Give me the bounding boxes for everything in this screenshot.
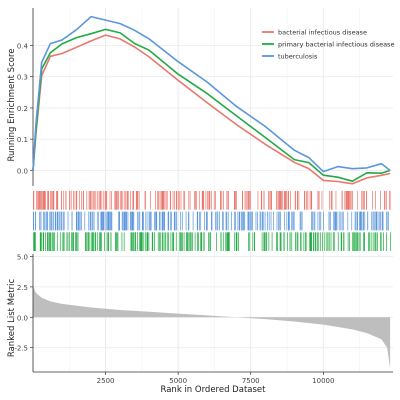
top-ylabel: Running Enrichment Score (7, 49, 17, 162)
legend-item: tuberculosis (262, 53, 318, 61)
legend-label: primary bacterial infectious disease (278, 41, 394, 49)
series-line-primary-bacterial-infectious-disease (32, 28, 391, 182)
bottom-ytick-label: 2.5 (17, 284, 28, 292)
hits-row-bacterial-infectious-disease (33, 191, 391, 210)
vertical-gridlines (68, 8, 360, 372)
hits-panel (33, 191, 391, 251)
top-panel: 0.4 0.3 0.2 0.1 0.0 (17, 8, 393, 186)
series-line-tuberculosis (32, 15, 391, 173)
top-ytick-label: 0.1 (17, 136, 28, 144)
top-ytick-label: 0.3 (17, 74, 28, 82)
x-tick-label: 2500 (97, 377, 115, 385)
x-tick-label: 10000 (312, 377, 334, 385)
hits-row-tuberculosis (33, 211, 389, 231)
x-tick-label: 7500 (242, 377, 260, 385)
bottom-ytick-label: 0.0 (17, 314, 28, 322)
legend-label: tuberculosis (278, 53, 318, 61)
legend-item: primary bacterial infectious disease (262, 41, 394, 49)
top-ytick-label: 0.4 (17, 42, 29, 50)
hits-row-primary-bacterial-infectious-disease (33, 232, 391, 251)
x-axis-label: Rank in Ordered Dataset (161, 385, 267, 395)
legend: bacterial infectious disease primary bact… (262, 29, 394, 61)
legend-label: bacterial infectious disease (278, 29, 367, 37)
top-ytick-label: 0.2 (17, 105, 28, 113)
ranked-metric-area (33, 285, 391, 369)
series-line-bacterial-infectious-disease (32, 34, 391, 185)
x-tick-label: 5000 (169, 377, 187, 385)
bottom-ylabel: Ranked List Metric (7, 279, 17, 358)
bottom-ytick-label: -2.5 (14, 345, 28, 353)
legend-item: bacterial infectious disease (262, 29, 367, 37)
bottom-ytick-label: 5.0 (17, 253, 28, 261)
top-ytick-label: 0.0 (17, 167, 28, 175)
bottom-panel: 5.0 2.5 0.0 -2.5 2500 5000 7500 10000 (14, 253, 393, 385)
